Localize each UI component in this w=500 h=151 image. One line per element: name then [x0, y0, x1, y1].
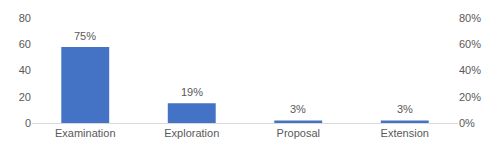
svg-text:75%: 75%: [74, 30, 96, 42]
svg-text:80%: 80%: [459, 12, 481, 24]
svg-text:19%: 19%: [181, 86, 203, 98]
svg-text:Extension: Extension: [381, 127, 429, 139]
svg-text:0: 0: [25, 117, 31, 129]
svg-text:Proposal: Proposal: [277, 127, 320, 139]
svg-text:0%: 0%: [459, 117, 475, 129]
svg-text:60%: 60%: [459, 38, 481, 50]
svg-text:Exploration: Exploration: [164, 127, 219, 139]
svg-text:3%: 3%: [397, 103, 413, 115]
svg-text:40: 40: [19, 64, 31, 76]
svg-text:40%: 40%: [459, 64, 481, 76]
svg-text:Examination: Examination: [55, 127, 116, 139]
svg-text:20%: 20%: [459, 91, 481, 103]
svg-text:60: 60: [19, 38, 31, 50]
svg-text:20: 20: [19, 91, 31, 103]
svg-text:80: 80: [19, 12, 31, 24]
svg-text:3%: 3%: [290, 103, 306, 115]
